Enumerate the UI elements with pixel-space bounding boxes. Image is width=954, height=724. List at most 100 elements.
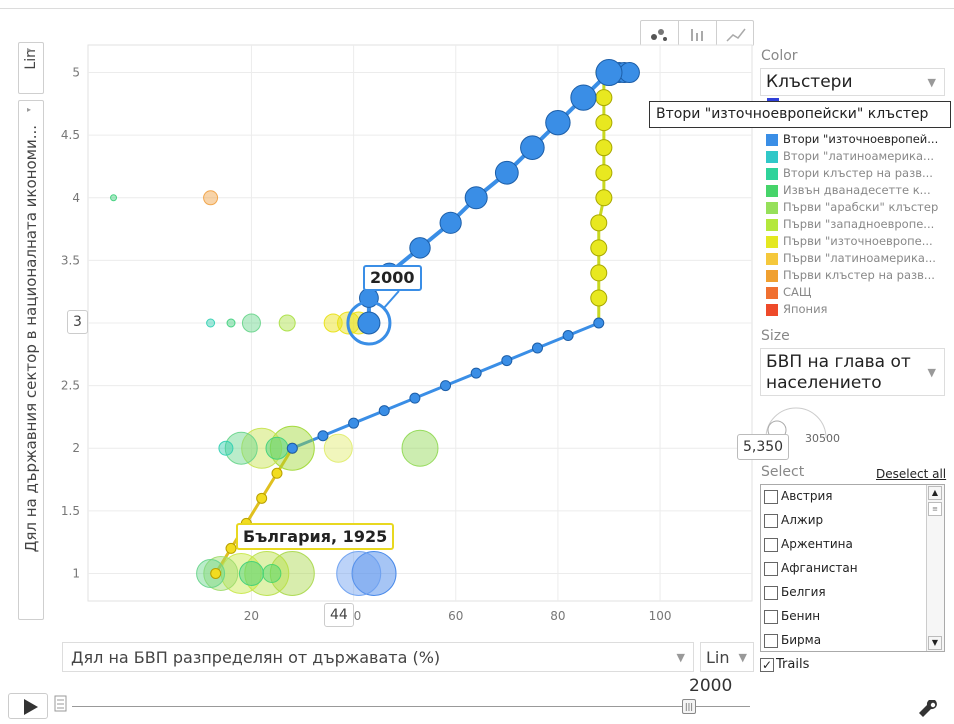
country-label: Бирма bbox=[781, 633, 822, 647]
country-label: Белгия bbox=[781, 585, 826, 599]
legend-item[interactable]: Извън дванадесетте к... bbox=[766, 183, 946, 200]
legend-label: Първи "източноевропе... bbox=[783, 234, 933, 248]
color-label: Color bbox=[761, 48, 798, 64]
legend-swatch bbox=[766, 287, 778, 299]
trail-point bbox=[595, 139, 613, 157]
line-view-button[interactable] bbox=[717, 21, 755, 47]
country-label: Аржентина bbox=[781, 537, 853, 551]
timeline-year: 2000 bbox=[689, 676, 733, 696]
y-tick-label: 4 bbox=[72, 191, 80, 205]
trails-checkbox[interactable]: ✓ bbox=[760, 657, 774, 672]
trail-point bbox=[595, 114, 613, 132]
country-checkbox[interactable] bbox=[764, 513, 778, 528]
legend-item[interactable]: Първи клъстер на разв... bbox=[766, 268, 946, 285]
legend-item[interactable]: Първи "източноевропе... bbox=[766, 234, 946, 251]
color-caret-icon: ▼ bbox=[927, 76, 936, 89]
country-item[interactable]: Афганистан bbox=[762, 557, 926, 581]
color-selector[interactable]: Клъстери ▼ bbox=[760, 68, 945, 96]
bubble-view-button[interactable] bbox=[641, 21, 679, 47]
trail-point bbox=[440, 380, 452, 392]
legend-item[interactable]: Първи "западноевропе... bbox=[766, 217, 946, 234]
legend-label: Втори "източноевропей... bbox=[783, 132, 939, 146]
x-axis-label: Дял на БВП разпределян от държавата (%) bbox=[71, 648, 441, 667]
data-bubble bbox=[218, 440, 234, 456]
country-list-scrollbar[interactable]: ▲ ≡ ▼ bbox=[926, 485, 944, 651]
trail-point bbox=[595, 89, 613, 107]
data-bubble bbox=[226, 318, 236, 328]
deselect-all-link[interactable]: Deselect all bbox=[876, 467, 947, 481]
highlight-ring bbox=[346, 300, 392, 346]
scroll-thumb[interactable]: ≡ bbox=[928, 502, 942, 516]
trail-point bbox=[501, 355, 513, 367]
data-bubble bbox=[206, 318, 216, 328]
trail-point bbox=[470, 367, 482, 379]
size-current-value: 5,350 bbox=[737, 434, 790, 460]
legend-item[interactable]: Първи "арабски" клъстер bbox=[766, 200, 946, 217]
country-checkbox[interactable] bbox=[764, 561, 778, 576]
legend-swatch bbox=[766, 236, 778, 248]
settings-wrench-icon[interactable] bbox=[918, 699, 940, 720]
size-selector-value-line2: населението bbox=[766, 373, 882, 393]
legend-item[interactable]: Япония bbox=[766, 302, 946, 319]
trail-point bbox=[595, 164, 613, 182]
country-checkbox[interactable] bbox=[764, 537, 778, 552]
legend-swatch bbox=[766, 202, 778, 214]
line-chart-icon bbox=[726, 28, 746, 42]
country-item[interactable]: Алжир bbox=[762, 509, 926, 533]
trail-point bbox=[545, 109, 571, 136]
y-tick-label: 2 bbox=[72, 441, 80, 455]
trail-point bbox=[317, 430, 329, 442]
country-item[interactable]: Бенин bbox=[762, 605, 926, 629]
legend-swatch bbox=[766, 185, 778, 197]
data-bubble bbox=[265, 436, 289, 460]
x-tick-label: 60 bbox=[448, 609, 463, 623]
legend-item[interactable]: Втори "източноевропей... bbox=[766, 132, 946, 149]
y-scale-caret-icon: ▸ bbox=[27, 45, 32, 54]
timeline-slider-thumb[interactable]: ||| bbox=[681, 699, 696, 714]
x-axis-selector[interactable]: Дял на БВП разпределян от държавата (%) … bbox=[62, 642, 694, 672]
size-max-value: 30500 bbox=[805, 432, 840, 445]
size-selector[interactable]: БВП на глава от населението ▼ bbox=[760, 348, 945, 396]
year-callout: 2000 bbox=[363, 265, 422, 291]
country-checkbox[interactable] bbox=[764, 489, 778, 504]
y-axis-selector[interactable]: Дял на държавния сектор в националната и… bbox=[18, 100, 44, 620]
data-bubble bbox=[351, 550, 397, 596]
scroll-down-icon[interactable]: ▼ bbox=[928, 636, 942, 650]
bar-view-button[interactable] bbox=[679, 21, 717, 47]
play-icon bbox=[24, 699, 38, 715]
size-selector-value-line1: БВП на глава от bbox=[766, 352, 911, 372]
country-checkbox[interactable] bbox=[764, 609, 778, 624]
country-item[interactable]: Аржентина bbox=[762, 533, 926, 557]
y-scale-toggle[interactable]: Lin ▸ bbox=[18, 42, 44, 94]
trail-point bbox=[520, 135, 545, 160]
data-bubble bbox=[238, 560, 264, 586]
y-tick-label: 1 bbox=[72, 566, 80, 580]
y-tick-label: 4.5 bbox=[61, 128, 80, 142]
country-item[interactable]: Бирма bbox=[762, 629, 926, 651]
play-button[interactable] bbox=[8, 693, 48, 719]
country-checkbox[interactable] bbox=[764, 633, 778, 648]
legend-label: Първи "западноевропе... bbox=[783, 217, 935, 231]
legend-item[interactable]: Втори клъстер на разв... bbox=[766, 166, 946, 183]
country-checkbox[interactable] bbox=[764, 585, 778, 600]
country-item[interactable]: Белгия bbox=[762, 581, 926, 605]
size-label: Size bbox=[761, 328, 790, 344]
country-item[interactable]: Австрия bbox=[762, 485, 926, 509]
trails-option[interactable]: ✓ Trails bbox=[760, 657, 809, 672]
timeline-track[interactable] bbox=[72, 706, 750, 707]
trail-point bbox=[590, 214, 608, 232]
speed-control-icon[interactable] bbox=[53, 694, 69, 714]
trail-point bbox=[531, 342, 543, 354]
size-caret-icon: ▼ bbox=[927, 366, 936, 379]
legend-item[interactable]: Първи "латиноамерика... bbox=[766, 251, 946, 268]
legend-item[interactable]: Втори "латиноамерика... bbox=[766, 149, 946, 166]
legend-item[interactable]: САЩ bbox=[766, 285, 946, 302]
trail-point bbox=[464, 186, 488, 210]
view-switcher bbox=[640, 20, 755, 47]
scroll-up-icon[interactable]: ▲ bbox=[928, 486, 942, 500]
x-scale-toggle[interactable]: Lin ▼ bbox=[700, 642, 754, 672]
data-bubble bbox=[224, 431, 258, 465]
x-scale-caret-icon: ▼ bbox=[738, 651, 747, 664]
trail-point bbox=[570, 84, 597, 111]
x-tick-label: 80 bbox=[550, 609, 565, 623]
